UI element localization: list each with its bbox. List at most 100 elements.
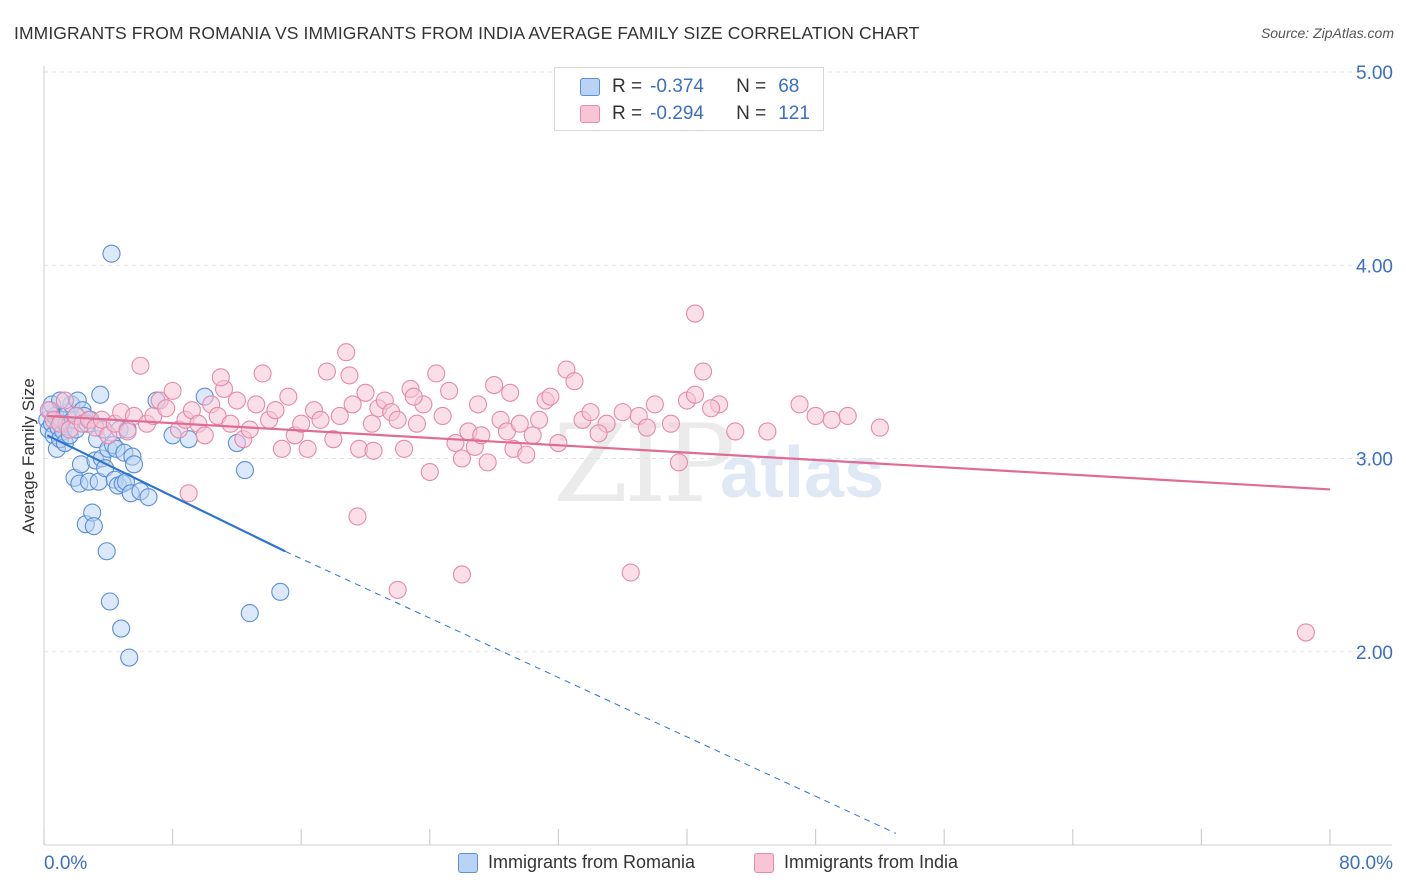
r-label: R = <box>612 103 643 124</box>
data-point-india <box>485 376 504 395</box>
data-point-india <box>838 406 857 426</box>
data-point-india <box>157 399 176 418</box>
data-point-india <box>356 383 375 402</box>
data-point-india <box>407 414 426 433</box>
trend-line-romania <box>46 434 286 553</box>
data-point-india <box>317 362 336 381</box>
data-point-india <box>179 484 198 503</box>
data-point-india <box>685 385 705 404</box>
axes <box>43 66 1392 846</box>
data-point-india <box>1296 623 1315 642</box>
data-point-india <box>340 366 359 385</box>
chart-title: IMMIGRANTS FROM ROMANIA VS IMMIGRANTS FR… <box>14 23 920 43</box>
data-point-india <box>440 381 459 400</box>
legend-label-romania: Immigrants from Romania <box>488 852 696 872</box>
data-point-india <box>420 462 439 482</box>
data-point-india <box>758 422 777 441</box>
stats-box: R = -0.374 N = 68 R = -0.294 N = 121 <box>554 67 824 131</box>
data-point-india <box>240 420 259 439</box>
data-point-india <box>510 414 529 433</box>
romania-swatch <box>580 78 600 96</box>
r-value: -0.294 <box>650 103 704 124</box>
data-point-india <box>565 372 584 391</box>
x-tick-label-min: 0.0% <box>44 853 87 874</box>
watermark-atlas: atlas <box>720 433 885 513</box>
data-point-india <box>324 430 343 449</box>
data-point-india <box>478 453 497 472</box>
y-tick-label: 3.00 <box>1356 450 1393 471</box>
data-point-romania <box>139 488 158 507</box>
data-point-india <box>311 410 330 429</box>
data-point-romania <box>120 648 139 667</box>
data-point-india <box>364 441 383 460</box>
data-point-india <box>362 414 381 433</box>
data-point-india <box>669 453 689 472</box>
stats-row-india: R = -0.294 N = 121 <box>555 101 810 127</box>
data-point-india <box>247 395 266 414</box>
data-point-india <box>118 422 137 441</box>
series-romania <box>38 244 290 667</box>
data-point-india <box>870 418 889 437</box>
data-point-india <box>272 439 291 458</box>
data-point-india <box>501 383 520 402</box>
data-point-romania <box>91 385 110 404</box>
data-point-romania <box>97 542 116 561</box>
data-point-india <box>530 410 549 429</box>
trend-lines <box>46 414 1331 834</box>
data-point-india <box>388 580 407 599</box>
y-tick-label: 2.00 <box>1356 643 1393 664</box>
data-point-romania <box>235 461 254 480</box>
data-point-india <box>388 410 407 429</box>
data-point-romania <box>102 244 121 263</box>
data-point-india <box>395 439 414 458</box>
tick-labels: 2.00 3.00 4.00 5.00 0.0% 80.0% <box>44 63 1393 874</box>
grid-lines <box>44 71 1392 653</box>
data-point-india <box>613 403 632 422</box>
data-point-india <box>523 426 542 445</box>
data-point-romania <box>240 604 259 623</box>
data-point-india <box>292 414 311 433</box>
legend-label-india: Immigrants from India <box>784 852 959 872</box>
data-point-india <box>404 387 423 406</box>
data-point-india <box>517 445 536 464</box>
data-point-india <box>661 414 680 433</box>
data-point-india <box>221 414 240 433</box>
trend-extension-romania <box>284 550 897 834</box>
y-axis-label: Average Family Size <box>19 378 38 534</box>
legend-item-india[interactable]: Immigrants from India <box>754 852 958 873</box>
data-point-india <box>790 395 809 414</box>
data-point-india <box>298 439 317 458</box>
data-point-romania <box>84 517 103 536</box>
data-point-india <box>211 368 230 387</box>
data-point-india <box>549 433 568 453</box>
data-point-india <box>427 364 446 383</box>
data-point-india <box>452 565 472 584</box>
data-point-india <box>637 418 656 437</box>
data-point-india <box>468 395 488 414</box>
x-tick-label-max: 80.0% <box>1339 853 1393 874</box>
legend-swatch-romania <box>458 852 478 873</box>
legend-item-romania[interactable]: Immigrants from Romania <box>458 852 695 873</box>
data-point-india <box>581 403 600 422</box>
n-label: N = <box>736 103 767 124</box>
data-point-india <box>645 395 664 414</box>
n-label: N = <box>736 76 767 97</box>
source-label: Source: ZipAtlas.com <box>1260 25 1394 41</box>
data-point-romania <box>124 455 144 474</box>
data-point-india <box>55 391 74 410</box>
series-india <box>39 304 1315 642</box>
data-point-india <box>541 387 560 406</box>
india-swatch <box>580 105 600 123</box>
data-point-romania <box>112 619 131 638</box>
data-point-india <box>702 399 721 418</box>
data-point-india <box>806 406 825 426</box>
data-point-india <box>348 507 367 526</box>
data-point-romania <box>271 582 290 601</box>
data-point-india <box>822 410 841 429</box>
data-point-india <box>279 387 298 406</box>
trend-line-india <box>47 414 1331 491</box>
data-point-india <box>163 381 182 400</box>
data-point-india <box>195 426 214 445</box>
data-point-india <box>227 391 246 410</box>
